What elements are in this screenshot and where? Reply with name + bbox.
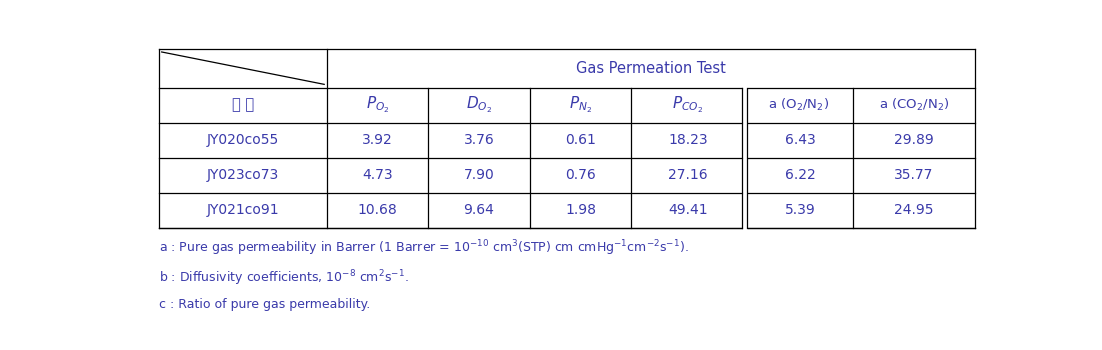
Text: 0.61: 0.61 (565, 133, 596, 147)
Text: 7.90: 7.90 (464, 168, 495, 182)
Text: 3.76: 3.76 (464, 133, 495, 147)
Text: $\mathit{P}_{O_2}$: $\mathit{P}_{O_2}$ (366, 95, 389, 116)
Text: 49.41: 49.41 (668, 203, 707, 217)
Text: a : Pure gas permeability in Barrer (1 Barrer = 10$^{-10}$ cm$^3$(STP) cm cmHg$^: a : Pure gas permeability in Barrer (1 B… (159, 239, 689, 258)
Text: 10.68: 10.68 (358, 203, 398, 217)
Text: a (CO$_2$/N$_2$): a (CO$_2$/N$_2$) (879, 97, 949, 113)
Text: 27.16: 27.16 (668, 168, 707, 182)
Text: JY023co73: JY023co73 (207, 168, 279, 182)
Text: 24.95: 24.95 (894, 203, 933, 217)
Text: a (O$_2$/N$_2$): a (O$_2$/N$_2$) (768, 97, 830, 113)
Text: Gas Permeation Test: Gas Permeation Test (576, 61, 726, 76)
Text: 6.22: 6.22 (785, 168, 815, 182)
Text: 항 목: 항 목 (231, 98, 253, 113)
Text: 29.89: 29.89 (894, 133, 933, 147)
Text: b : Diffusivity coefficients, 10$^{-8}$ cm$^2$s$^{-1}$.: b : Diffusivity coefficients, 10$^{-8}$ … (159, 268, 409, 288)
Text: 4.73: 4.73 (363, 168, 392, 182)
Text: 18.23: 18.23 (668, 133, 707, 147)
Text: 0.76: 0.76 (565, 168, 596, 182)
Text: 1.98: 1.98 (565, 203, 596, 217)
Text: 6.43: 6.43 (785, 133, 815, 147)
Text: 3.92: 3.92 (363, 133, 393, 147)
Text: 35.77: 35.77 (895, 168, 933, 182)
Text: JY021co91: JY021co91 (206, 203, 279, 217)
Text: $\mathit{P}_{N_2}$: $\mathit{P}_{N_2}$ (569, 95, 592, 116)
Text: $\mathit{P}_{CO_2}$: $\mathit{P}_{CO_2}$ (672, 95, 703, 116)
Text: 5.39: 5.39 (785, 203, 815, 217)
Text: JY020co55: JY020co55 (207, 133, 279, 147)
Text: 9.64: 9.64 (464, 203, 495, 217)
Text: c : Ratio of pure gas permeability.: c : Ratio of pure gas permeability. (159, 298, 370, 311)
Text: $\mathit{D}_{O_2}$: $\mathit{D}_{O_2}$ (466, 95, 493, 116)
